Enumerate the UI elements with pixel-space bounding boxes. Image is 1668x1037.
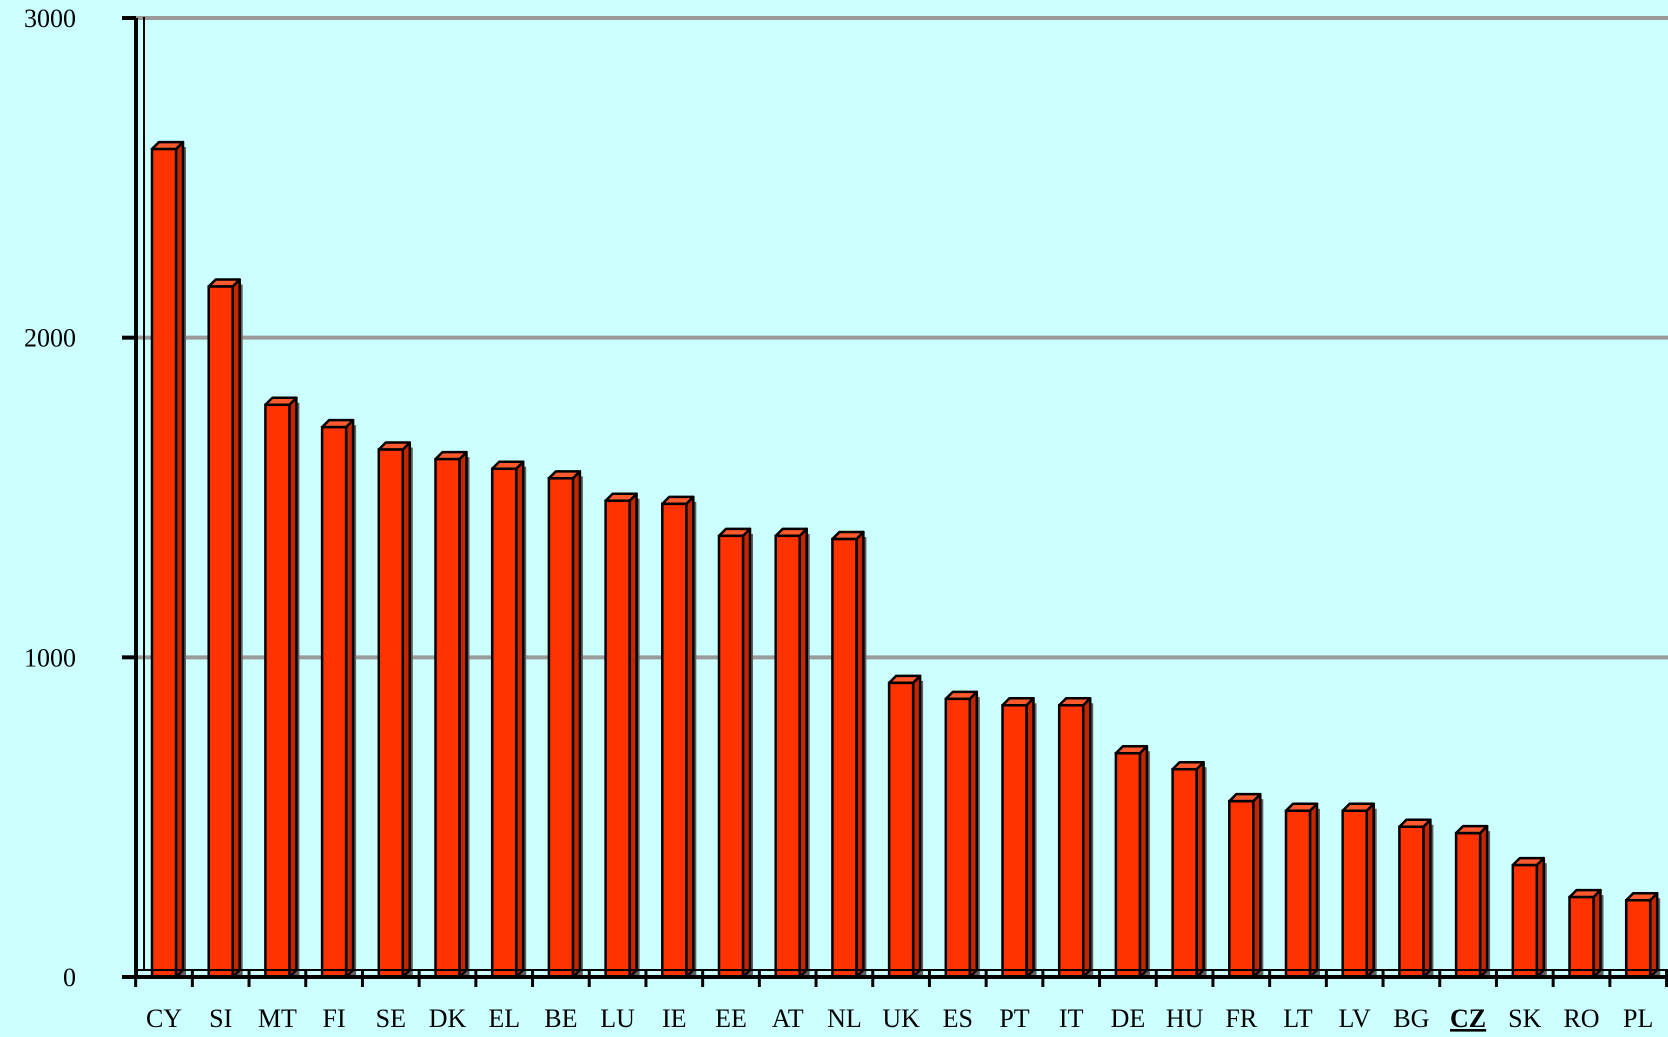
bar-IT	[1057, 697, 1094, 979]
x-tick-label-FR: FR	[1225, 1004, 1257, 1033]
bar-IE	[661, 495, 697, 979]
x-tick-label-IT: IT	[1059, 1004, 1084, 1033]
bar-front	[1228, 799, 1255, 979]
bar-BG	[1398, 818, 1434, 979]
bar-front	[1171, 767, 1198, 979]
bar-front	[547, 477, 575, 979]
x-tick-label-AT: AT	[772, 1004, 804, 1033]
bar-front	[1001, 704, 1028, 979]
bar-ES	[944, 690, 980, 979]
bar-front	[320, 425, 348, 979]
bar-UK	[887, 674, 924, 979]
bar-front	[1454, 831, 1482, 979]
x-tick-label-BG: BG	[1393, 1004, 1429, 1033]
bar-CZ	[1454, 824, 1491, 979]
x-tick-label-LT: LT	[1283, 1004, 1312, 1033]
bar-LT	[1284, 802, 1320, 979]
x-tick-label-MT: MT	[258, 1004, 297, 1033]
x-tick-label-HU: HU	[1166, 1004, 1204, 1033]
bar-AT	[774, 527, 810, 979]
x-tick-label-EE: EE	[715, 1004, 747, 1033]
x-tick-label-LU: LU	[600, 1004, 635, 1033]
x-tick-label-SI: SI	[209, 1004, 232, 1033]
bar-front	[661, 502, 688, 979]
y-tick-label: 3000	[24, 4, 76, 33]
x-tick-label-LV: LV	[1339, 1004, 1371, 1033]
bar-EE	[717, 527, 753, 979]
bar-FI	[320, 418, 357, 979]
x-tick-label-FI: FI	[323, 1004, 346, 1033]
x-tick-label-SE: SE	[376, 1004, 406, 1033]
x-tick-labels: CY SI MT FI SE DK EL BE LU IE EE AT NL UK ES PT IT DE HU FR…	[146, 1004, 1653, 1033]
x-tick-label-RO: RO	[1563, 1004, 1599, 1033]
bar-MT	[264, 396, 300, 979]
bar-HU	[1171, 760, 1207, 979]
bar-front	[207, 285, 234, 979]
y-tick-label: 1000	[24, 643, 76, 672]
bar-front	[774, 534, 801, 979]
y-tick-label: 2000	[24, 324, 76, 353]
bar-SE	[377, 441, 413, 979]
x-tick-label-NL: NL	[827, 1004, 862, 1033]
bar-front	[377, 448, 405, 979]
bar-BE	[547, 470, 583, 979]
x-tick-label-PT: PT	[999, 1004, 1029, 1033]
bar-DK	[434, 450, 470, 979]
bar-LU	[604, 492, 640, 979]
bar-SK	[1511, 856, 1547, 979]
bar-front	[1284, 809, 1312, 979]
bar-front	[490, 467, 518, 979]
bar-front	[717, 534, 745, 979]
x-tick-label-BE: BE	[544, 1004, 577, 1033]
bar-front	[1568, 895, 1595, 979]
bar-front	[1398, 825, 1425, 979]
bar-front	[434, 457, 461, 979]
bar-front	[264, 403, 291, 979]
bar-front	[1114, 751, 1142, 979]
x-tick-label-CY: CY	[146, 1004, 182, 1033]
x-tick-label-DE: DE	[1111, 1004, 1146, 1033]
x-tick-label-UK: UK	[882, 1004, 920, 1033]
x-tick-label-ES: ES	[943, 1004, 973, 1033]
bar-SI	[207, 278, 243, 979]
x-tick-label-DK: DK	[429, 1004, 467, 1033]
bar-PL	[1624, 892, 1661, 979]
bar-PT	[1001, 697, 1037, 979]
x-tick-label-SK: SK	[1508, 1004, 1541, 1033]
bar-front	[1511, 863, 1539, 979]
bar-front	[944, 697, 972, 979]
bar-front	[604, 499, 631, 979]
bar-front	[1624, 899, 1652, 979]
x-tick-label-PL: PL	[1623, 1004, 1653, 1033]
bar-front	[831, 537, 858, 979]
y-tick-labels: 0 1000 2000 3000	[24, 4, 76, 992]
bar-RO	[1568, 888, 1604, 979]
bar-EL	[490, 460, 527, 979]
bar-front	[150, 147, 178, 979]
x-tick-label-CZ: CZ	[1450, 1004, 1486, 1033]
bar-CY	[150, 140, 186, 979]
bar-front	[887, 681, 915, 979]
axes	[122, 16, 1668, 987]
bar-LV	[1341, 802, 1377, 979]
bar-front	[1341, 809, 1368, 979]
bar-DE	[1114, 744, 1150, 979]
x-tick-label-IE: IE	[662, 1004, 687, 1033]
bar-FR	[1228, 792, 1264, 979]
y-tick-label: 0	[63, 963, 76, 992]
x-tick-label-EL: EL	[488, 1004, 520, 1033]
bar-NL	[831, 530, 867, 979]
bar-front	[1057, 704, 1085, 979]
